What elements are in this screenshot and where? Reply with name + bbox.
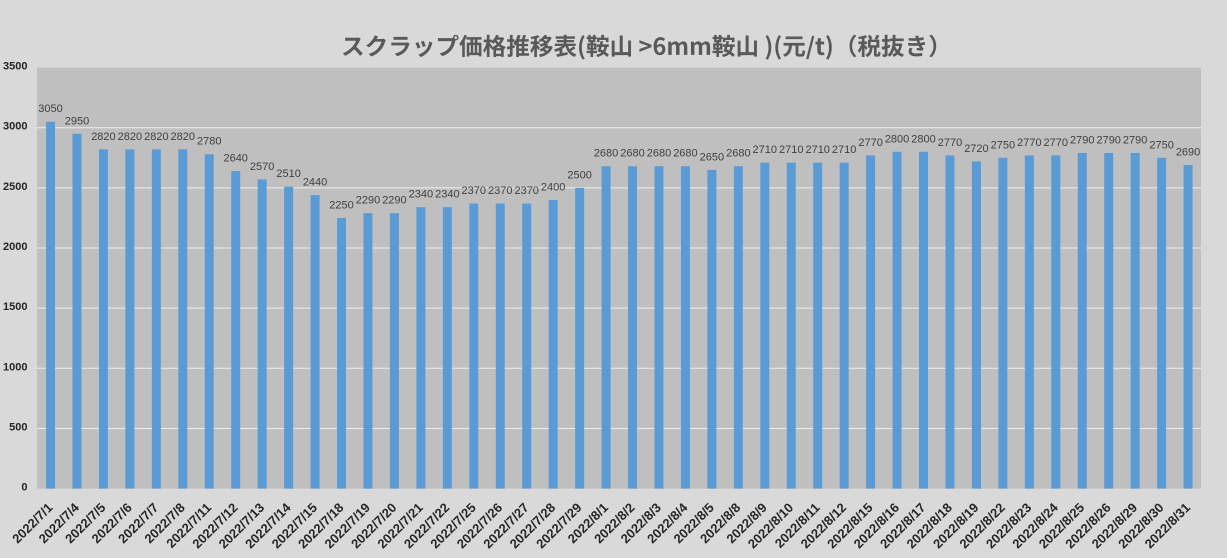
- svg-text:2770: 2770: [858, 137, 882, 149]
- svg-text:2370: 2370: [514, 185, 538, 197]
- svg-text:2790: 2790: [1096, 135, 1120, 147]
- svg-text:2720: 2720: [964, 143, 988, 155]
- svg-text:2770: 2770: [938, 137, 962, 149]
- svg-text:2820: 2820: [118, 131, 142, 143]
- svg-text:2790: 2790: [1123, 135, 1147, 147]
- svg-text:2690: 2690: [1176, 147, 1200, 159]
- svg-text:2340: 2340: [409, 189, 433, 201]
- svg-text:2290: 2290: [356, 195, 380, 207]
- svg-text:2710: 2710: [832, 144, 856, 156]
- svg-text:2780: 2780: [197, 136, 221, 148]
- svg-text:2680: 2680: [673, 148, 697, 160]
- svg-text:2710: 2710: [779, 144, 803, 156]
- svg-text:2440: 2440: [303, 177, 327, 189]
- svg-text:2500: 2500: [3, 181, 27, 193]
- svg-text:2290: 2290: [382, 195, 406, 207]
- svg-text:2680: 2680: [620, 148, 644, 160]
- svg-text:2680: 2680: [647, 148, 671, 160]
- svg-text:0: 0: [21, 482, 27, 494]
- svg-text:2710: 2710: [805, 144, 829, 156]
- svg-text:1500: 1500: [3, 301, 27, 313]
- svg-text:2500: 2500: [567, 169, 591, 181]
- svg-text:2750: 2750: [1149, 139, 1173, 151]
- svg-text:1000: 1000: [3, 361, 27, 373]
- svg-text:2950: 2950: [65, 115, 89, 127]
- svg-text:3500: 3500: [3, 61, 27, 73]
- svg-text:2370: 2370: [488, 185, 512, 197]
- svg-text:2770: 2770: [1017, 137, 1041, 149]
- svg-text:2770: 2770: [1044, 137, 1068, 149]
- svg-text:2710: 2710: [753, 144, 777, 156]
- svg-text:2340: 2340: [435, 189, 459, 201]
- svg-text:2820: 2820: [171, 131, 195, 143]
- svg-text:2800: 2800: [911, 133, 935, 145]
- svg-text:2640: 2640: [223, 153, 247, 165]
- svg-text:2570: 2570: [250, 161, 274, 173]
- svg-text:2820: 2820: [91, 131, 115, 143]
- svg-text:2790: 2790: [1070, 135, 1094, 147]
- svg-text:2750: 2750: [991, 139, 1015, 151]
- svg-text:2820: 2820: [144, 131, 168, 143]
- svg-text:2680: 2680: [726, 148, 750, 160]
- svg-text:2250: 2250: [329, 199, 353, 211]
- svg-text:3000: 3000: [3, 121, 27, 133]
- svg-text:2370: 2370: [462, 185, 486, 197]
- svg-text:3050: 3050: [38, 103, 62, 115]
- svg-text:500: 500: [9, 421, 27, 433]
- svg-text:2800: 2800: [885, 133, 909, 145]
- svg-text:2400: 2400: [541, 181, 565, 193]
- svg-text:2510: 2510: [276, 168, 300, 180]
- svg-text:2000: 2000: [3, 241, 27, 253]
- svg-text:2650: 2650: [700, 151, 724, 163]
- svg-text:2680: 2680: [594, 148, 618, 160]
